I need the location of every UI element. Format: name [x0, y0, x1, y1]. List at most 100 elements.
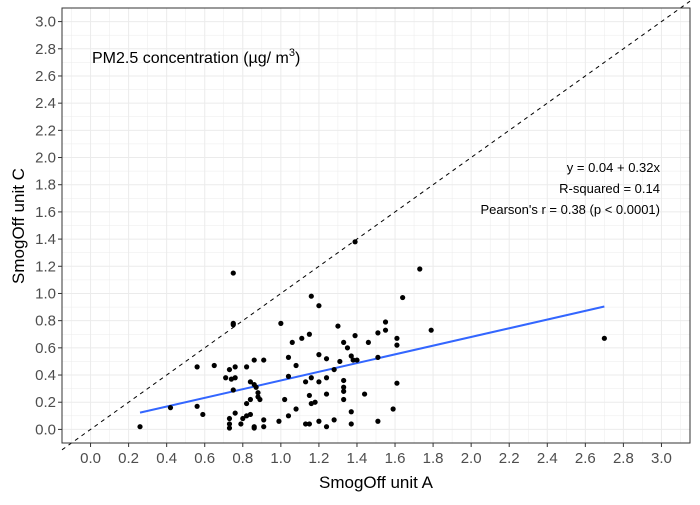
data-point [278, 320, 284, 326]
data-point [400, 294, 406, 301]
data-point [382, 319, 389, 325]
y-tick-label: 2.0 [35, 150, 56, 167]
y-tick-labels: 0.0 0.2 0.4 0.6 0.8 1.0 1.2 1.4 1.6 1.8 2.0 2.2 2.4 2… [35, 14, 62, 438]
reference-lines [61, 0, 691, 451]
data-point [341, 377, 347, 384]
stats-r-squared: R-squared = 0.14 [559, 181, 660, 196]
data-point [308, 293, 314, 299]
y-tick-label: 0.2 [35, 394, 56, 411]
data-point [348, 409, 354, 415]
data-point [226, 415, 233, 422]
data-point [261, 424, 267, 430]
x-tick-label: 0.2 [118, 450, 139, 467]
x-tick-label: 0.8 [232, 450, 253, 467]
y-tick-label: 2.2 [35, 122, 56, 139]
data-point [337, 358, 343, 365]
data-point [232, 410, 238, 416]
points [137, 239, 607, 431]
x-tick-label: 2.8 [613, 450, 634, 467]
data-point [232, 375, 238, 381]
data-point [306, 392, 312, 399]
y-tick-label: 2.8 [35, 41, 56, 58]
x-axis-label: SmogOff unit A [319, 473, 434, 492]
data-point [226, 425, 233, 431]
data-point [299, 335, 305, 341]
x-tick-label: 2.4 [537, 450, 558, 467]
data-point [223, 375, 229, 381]
data-point [238, 421, 244, 427]
data-point [282, 396, 288, 403]
data-point [331, 417, 337, 423]
data-point [302, 379, 309, 385]
stats-pearson: Pearson's r = 0.38 (p < 0.0001) [480, 202, 660, 217]
data-point [341, 388, 347, 394]
panel-border [61, 7, 691, 444]
data-point [352, 333, 358, 339]
y-tick-label: 1.6 [35, 204, 56, 221]
data-point [344, 345, 351, 351]
data-point [230, 387, 236, 393]
data-point [308, 375, 314, 381]
data-point [341, 396, 347, 403]
data-point [306, 421, 312, 427]
identity-line [61, 0, 691, 451]
x-tick-label: 1.4 [347, 450, 368, 467]
data-point [341, 384, 347, 390]
x-tick-label: 2.6 [575, 450, 596, 467]
data-point [323, 424, 330, 430]
data-point [331, 366, 337, 373]
data-point [341, 339, 347, 346]
data-point [243, 400, 250, 407]
data-point [354, 357, 360, 363]
data-point [394, 380, 400, 386]
data-point [394, 342, 400, 348]
x-tick-label: 1.0 [270, 450, 291, 467]
data-point [261, 357, 267, 363]
data-point [375, 354, 381, 360]
x-tick-label: 1.6 [385, 450, 406, 467]
data-point [289, 339, 295, 346]
data-point [390, 406, 396, 412]
data-point [316, 418, 322, 424]
data-point [417, 266, 423, 272]
x-tick-labels: 0.0 0.2 0.4 0.6 0.8 1.0 1.2 1.4 1.6 1.8 2.0 2.2 2.4 2… [80, 443, 672, 467]
data-point [226, 421, 233, 427]
data-point [261, 417, 267, 423]
data-point [285, 373, 292, 379]
data-point [253, 384, 259, 390]
data-point [200, 411, 206, 418]
data-point [230, 270, 236, 276]
data-point [335, 323, 341, 329]
data-point [293, 362, 299, 369]
data-point [230, 320, 236, 326]
data-point [348, 421, 354, 427]
data-point [167, 405, 174, 411]
data-point [251, 425, 257, 431]
data-point [247, 396, 253, 403]
y-tick-label: 1.0 [35, 285, 56, 302]
data-point [255, 390, 261, 396]
data-point [247, 411, 253, 418]
x-tick-label: 2.2 [499, 450, 520, 467]
x-tick-label: 0.4 [156, 450, 177, 467]
y-tick-label: 0.8 [35, 313, 56, 330]
data-point [375, 330, 381, 336]
y-tick-label: 3.0 [35, 14, 56, 31]
y-tick-label: 2.6 [35, 68, 56, 85]
y-tick-label: 2.4 [35, 95, 56, 112]
data-point [352, 239, 358, 245]
data-point [257, 396, 263, 403]
data-point [361, 391, 368, 397]
stats-equation: y = 0.04 + 0.32x [567, 160, 661, 175]
data-point [194, 364, 200, 370]
data-point [365, 339, 371, 346]
data-point [428, 327, 434, 333]
data-point [251, 357, 257, 363]
x-tick-label: 1.8 [423, 450, 444, 467]
data-point [247, 379, 253, 385]
data-point [211, 362, 217, 369]
data-point [194, 403, 200, 409]
data-point [276, 418, 282, 424]
